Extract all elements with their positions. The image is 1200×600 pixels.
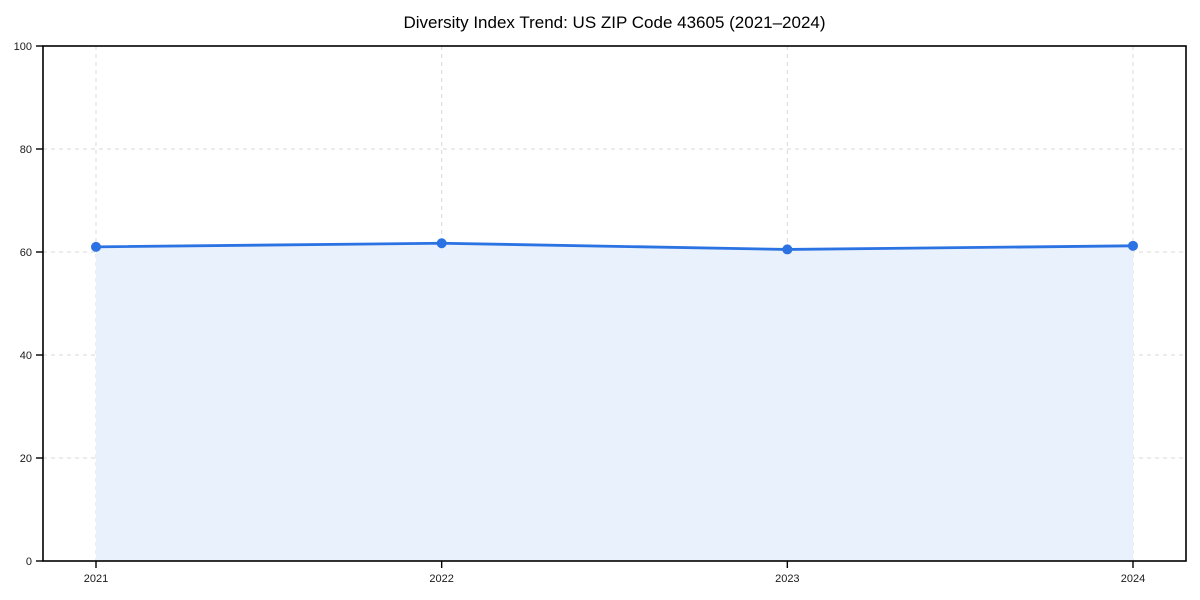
data-point-2024	[1128, 240, 1138, 251]
y-tick-label: 0	[26, 556, 32, 568]
y-tick-label: 40	[20, 350, 32, 362]
y-tick-label: 80	[20, 144, 32, 156]
x-tick-label: 2024	[1121, 573, 1145, 585]
data-point-2021	[91, 241, 101, 252]
trend-line	[94, 241, 1135, 251]
area-fill	[96, 243, 1133, 561]
x-tick-label: 2022	[429, 573, 453, 585]
y-tick-label: 60	[20, 247, 32, 259]
y-tick-label: 20	[20, 453, 32, 465]
plot-border	[42, 45, 1187, 562]
x-tick-label: 2021	[84, 573, 108, 585]
y-tick-label: 100	[14, 41, 32, 53]
data-point-2023	[782, 244, 793, 255]
chart-title: Diversity Index Trend: US ZIP Code 43605…	[403, 13, 826, 32]
x-tick-label: 2023	[775, 573, 799, 585]
data-point-2022	[436, 238, 447, 249]
